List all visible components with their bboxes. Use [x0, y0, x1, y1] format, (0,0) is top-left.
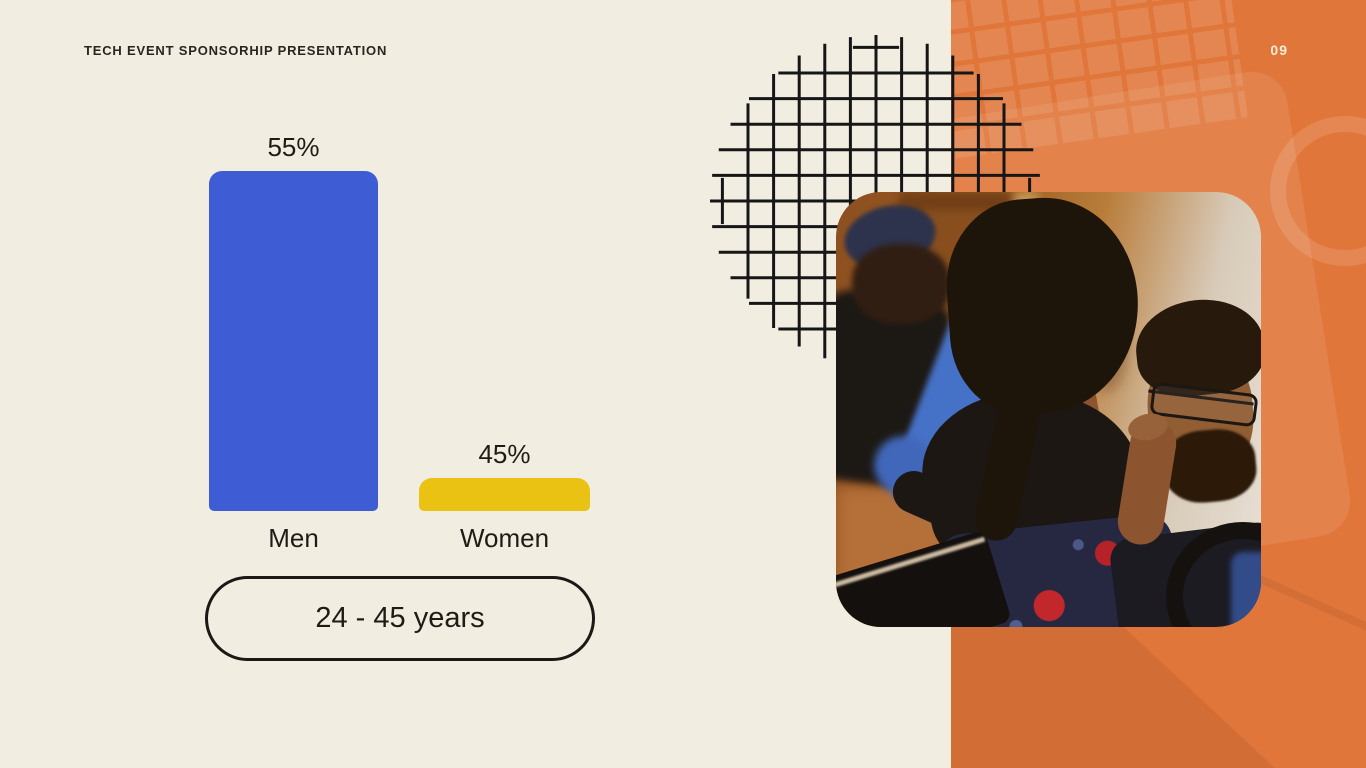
age-range-label: 24 - 45 years [315, 602, 485, 634]
bar-column-women: 45% [419, 130, 590, 511]
page-number: 09 [1270, 42, 1288, 58]
bar-value-men: 55% [267, 132, 320, 162]
bar-women [419, 478, 590, 511]
bar-column-men: 55% [209, 130, 378, 511]
bar-label-men: Men [268, 523, 319, 553]
age-range-badge: 24 - 45 years [205, 576, 595, 661]
photo-color-wash [836, 192, 1261, 627]
bar-value-women: 45% [478, 439, 531, 469]
slide-title: TECH EVENT SPONSORHIP PRESENTATION [84, 43, 388, 58]
bar-men [209, 171, 378, 511]
photo-two-people-at-computer [836, 192, 1261, 627]
photo-background-person-hair [852, 244, 950, 324]
bar-label-women: Women [459, 523, 550, 553]
